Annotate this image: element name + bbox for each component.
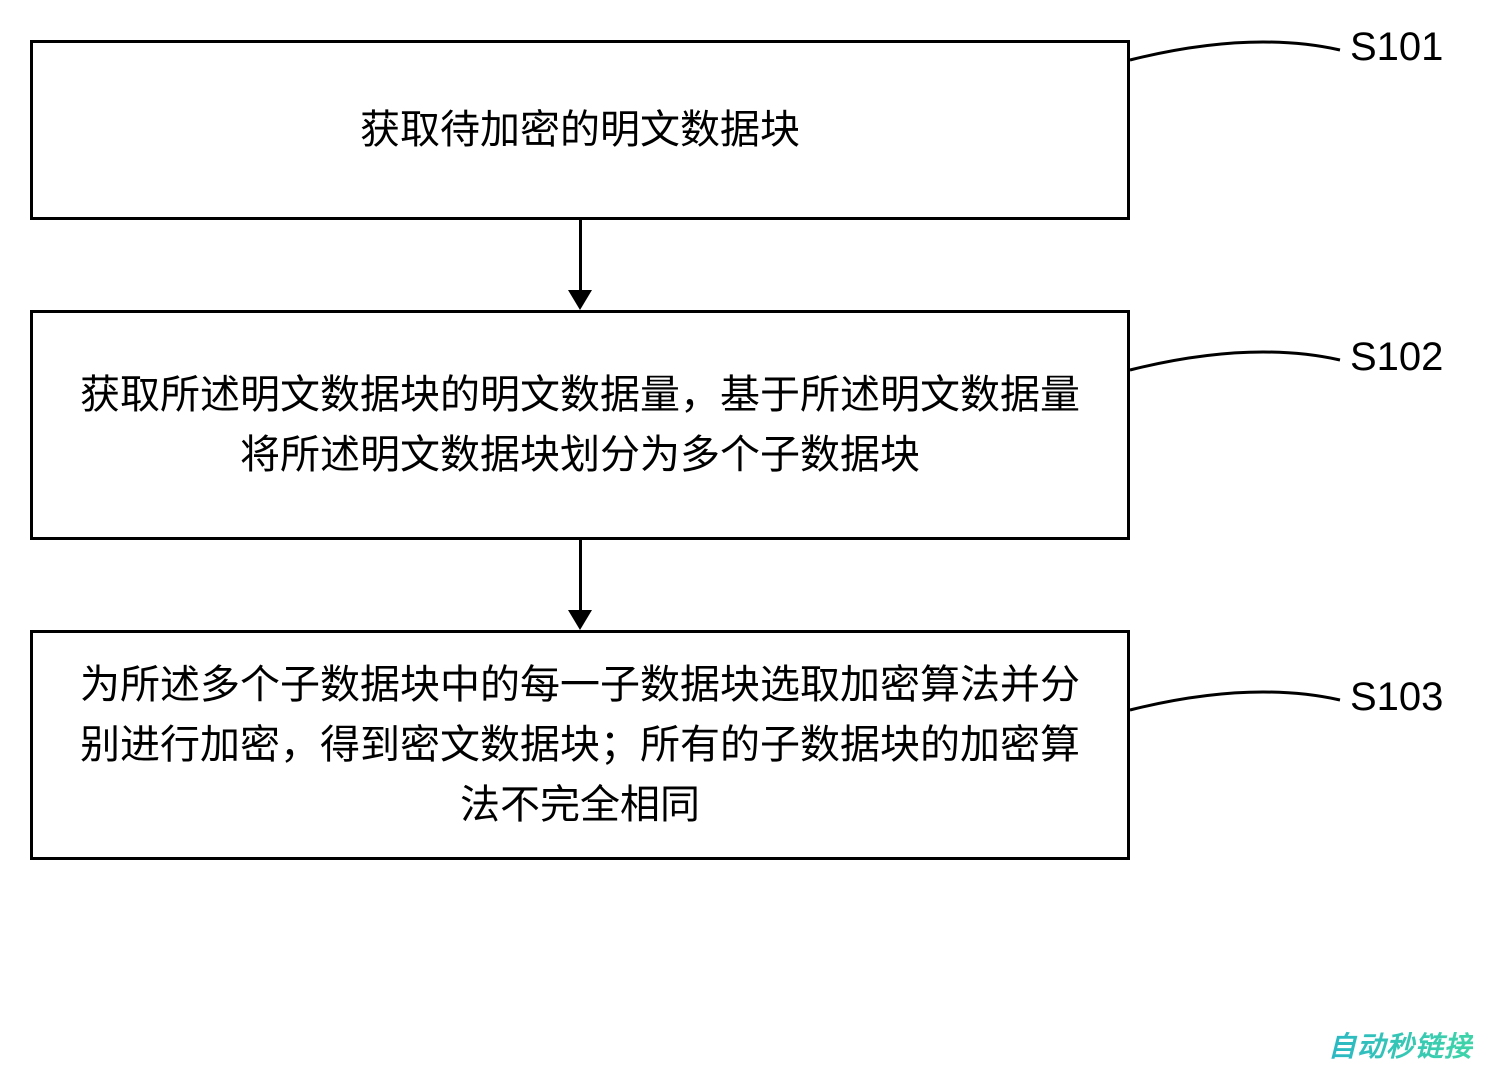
arrow-line xyxy=(579,540,582,610)
arrow-head-icon xyxy=(568,290,592,310)
watermark-text: 自动秒链接 xyxy=(1328,1025,1473,1065)
flowchart-node-s101: 获取待加密的明文数据块 xyxy=(30,40,1130,220)
arrow-line xyxy=(579,220,582,290)
flowchart-node-s102: 获取所述明文数据块的明文数据量，基于所述明文数据量将所述明文数据块划分为多个子数… xyxy=(30,310,1130,540)
node-text: 为所述多个子数据块中的每一子数据块选取加密算法并分别进行加密，得到密文数据块；所… xyxy=(73,655,1087,835)
flow-arrow xyxy=(30,540,1130,630)
node-text: 获取所述明文数据块的明文数据量，基于所述明文数据量将所述明文数据块划分为多个子数… xyxy=(73,365,1087,485)
node-text: 获取待加密的明文数据块 xyxy=(360,100,800,160)
flow-arrow xyxy=(30,220,1130,310)
step-label-s103: S103 xyxy=(1350,675,1443,720)
flowchart-container: 获取待加密的明文数据块 获取所述明文数据块的明文数据量，基于所述明文数据量将所述… xyxy=(30,40,1130,860)
arrow-head-icon xyxy=(568,610,592,630)
step-label-s101: S101 xyxy=(1350,25,1443,70)
step-label-s102: S102 xyxy=(1350,335,1443,380)
flowchart-node-s103: 为所述多个子数据块中的每一子数据块选取加密算法并分别进行加密，得到密文数据块；所… xyxy=(30,630,1130,860)
